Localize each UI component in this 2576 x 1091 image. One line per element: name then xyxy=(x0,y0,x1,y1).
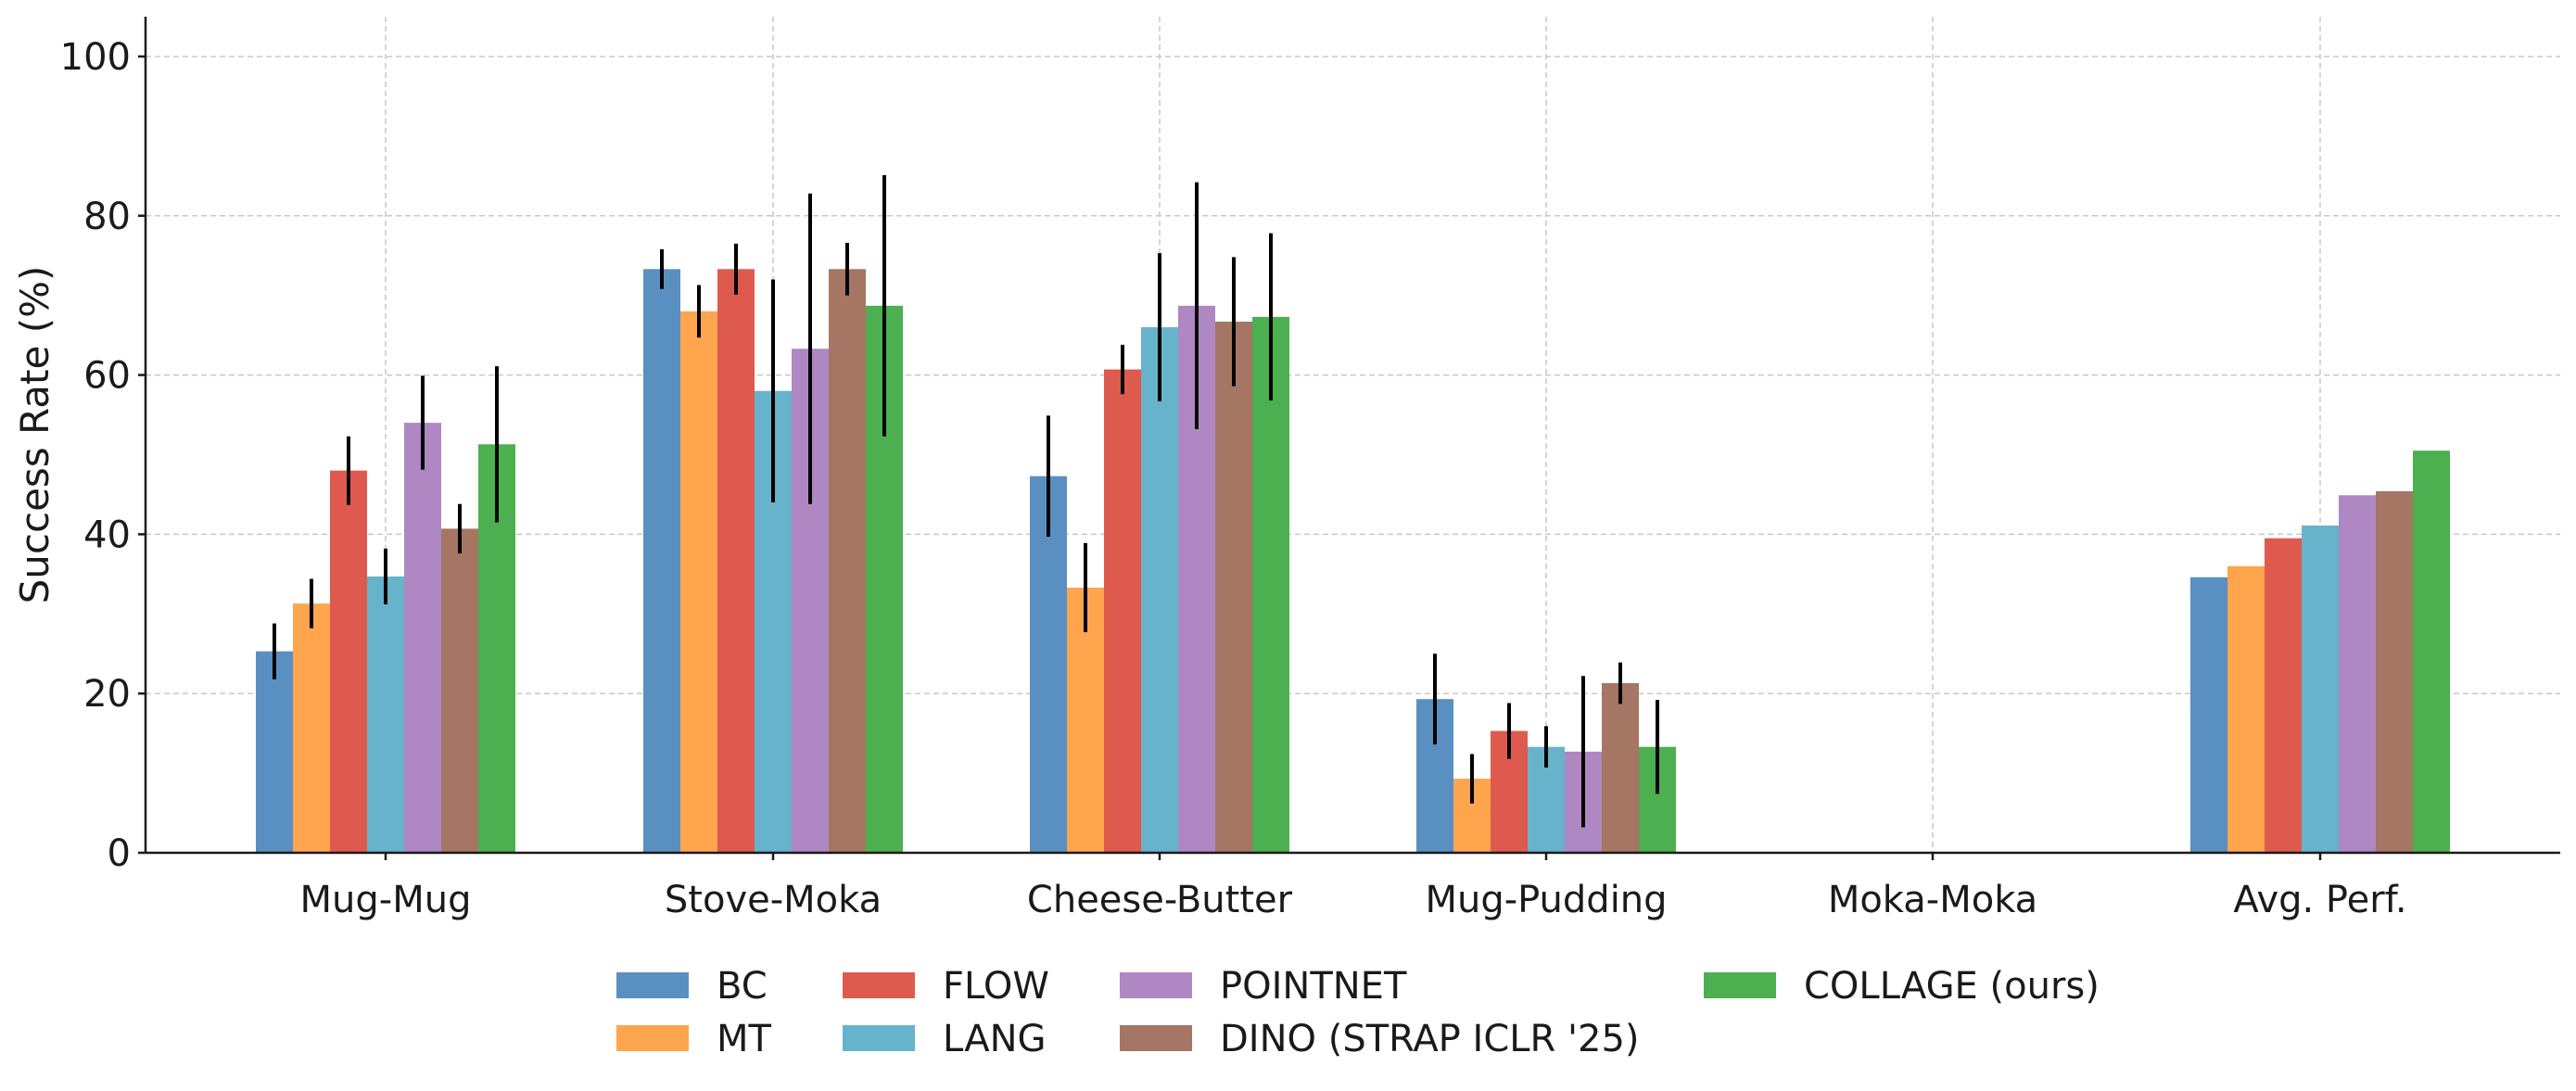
legend-label-dino-strap-iclr-25: DINO (STRAP ICLR '25) xyxy=(1220,1018,1640,1060)
legend-label-lang: LANG xyxy=(943,1018,1046,1060)
tick-labels-layer: 0 20 40 60 80 100 Mug-Mug Stove-Moka Cheese-Butt… xyxy=(60,36,2407,921)
bar-bc-cheese-butter xyxy=(1030,476,1067,853)
y-tick-label: 100 xyxy=(60,36,131,79)
legend-swatch-collage-ours xyxy=(1704,972,1776,998)
y-tick-label: 40 xyxy=(83,514,131,556)
bar-dino-strap-iclr-25-mug-mug xyxy=(441,528,478,853)
bar-bc-avg-perf xyxy=(2190,577,2227,853)
bar-lang-cheese-butter xyxy=(1141,327,1178,853)
grid-layer xyxy=(146,17,2560,853)
bar-bc-stove-moka xyxy=(643,269,680,853)
legend-swatch-flow xyxy=(843,972,915,998)
bar-dino-strap-iclr-25-cheese-butter xyxy=(1215,322,1252,853)
legend-label-bc: BC xyxy=(717,965,768,1008)
x-tick-label-cheese-butter: Cheese-Butter xyxy=(1027,879,1293,921)
bar-lang-mug-mug xyxy=(367,576,404,853)
bar-pointnet-avg-perf xyxy=(2339,495,2376,853)
bar-bc-mug-mug xyxy=(256,651,293,853)
y-tick-label: 60 xyxy=(83,355,131,398)
y-axis-title: Success Rate (%) xyxy=(12,266,57,604)
bar-collage-ours-avg-perf xyxy=(2413,450,2450,853)
bar-flow-mug-mug xyxy=(330,470,367,853)
bar-dino-strap-iclr-25-mug-pudding xyxy=(1602,683,1639,853)
y-tick-label: 80 xyxy=(83,196,131,238)
bar-collage-ours-cheese-butter xyxy=(1252,316,1289,853)
legend: BC MT FLOW LANG POINTNET DINO (STRAP ICLR '25… xyxy=(616,965,2100,1060)
bar-mt-mug-mug xyxy=(293,603,330,853)
x-tick-label-mug-pudding: Mug-Pudding xyxy=(1425,879,1667,921)
legend-label-pointnet: POINTNET xyxy=(1220,965,1407,1008)
legend-label-collage-ours: COLLAGE (ours) xyxy=(1804,965,2100,1008)
bar-flow-stove-moka xyxy=(717,269,755,853)
y-tick-label: 0 xyxy=(108,832,131,875)
bar-dino-strap-iclr-25-stove-moka xyxy=(829,269,866,853)
y-tick-label: 20 xyxy=(83,673,131,716)
legend-label-flow: FLOW xyxy=(943,965,1049,1008)
bars-layer xyxy=(256,269,2450,853)
bar-mt-avg-perf xyxy=(2227,565,2265,853)
x-tick-label-moka-moka: Moka-Moka xyxy=(1828,879,2037,921)
bar-flow-avg-perf xyxy=(2265,538,2302,853)
bar-mt-stove-moka xyxy=(680,311,717,853)
bar-pointnet-mug-mug xyxy=(404,423,441,853)
legend-swatch-bc xyxy=(616,972,689,998)
x-tick-label-stove-moka: Stove-Moka xyxy=(665,879,882,921)
legend-swatch-dino-strap-iclr-25 xyxy=(1120,1025,1192,1051)
x-tick-label-avg-perf: Avg. Perf. xyxy=(2233,879,2406,921)
legend-swatch-lang xyxy=(843,1025,915,1051)
bar-lang-avg-perf xyxy=(2302,525,2339,853)
axes-layer xyxy=(138,17,2560,860)
error-bars-layer xyxy=(273,174,1659,828)
legend-label-mt: MT xyxy=(717,1018,772,1060)
legend-swatch-pointnet xyxy=(1120,972,1192,998)
x-tick-label-mug-mug: Mug-Mug xyxy=(300,879,472,921)
legend-swatch-mt xyxy=(616,1025,689,1051)
bar-flow-cheese-butter xyxy=(1104,369,1141,853)
bar-dino-strap-iclr-25-avg-perf xyxy=(2376,490,2413,853)
